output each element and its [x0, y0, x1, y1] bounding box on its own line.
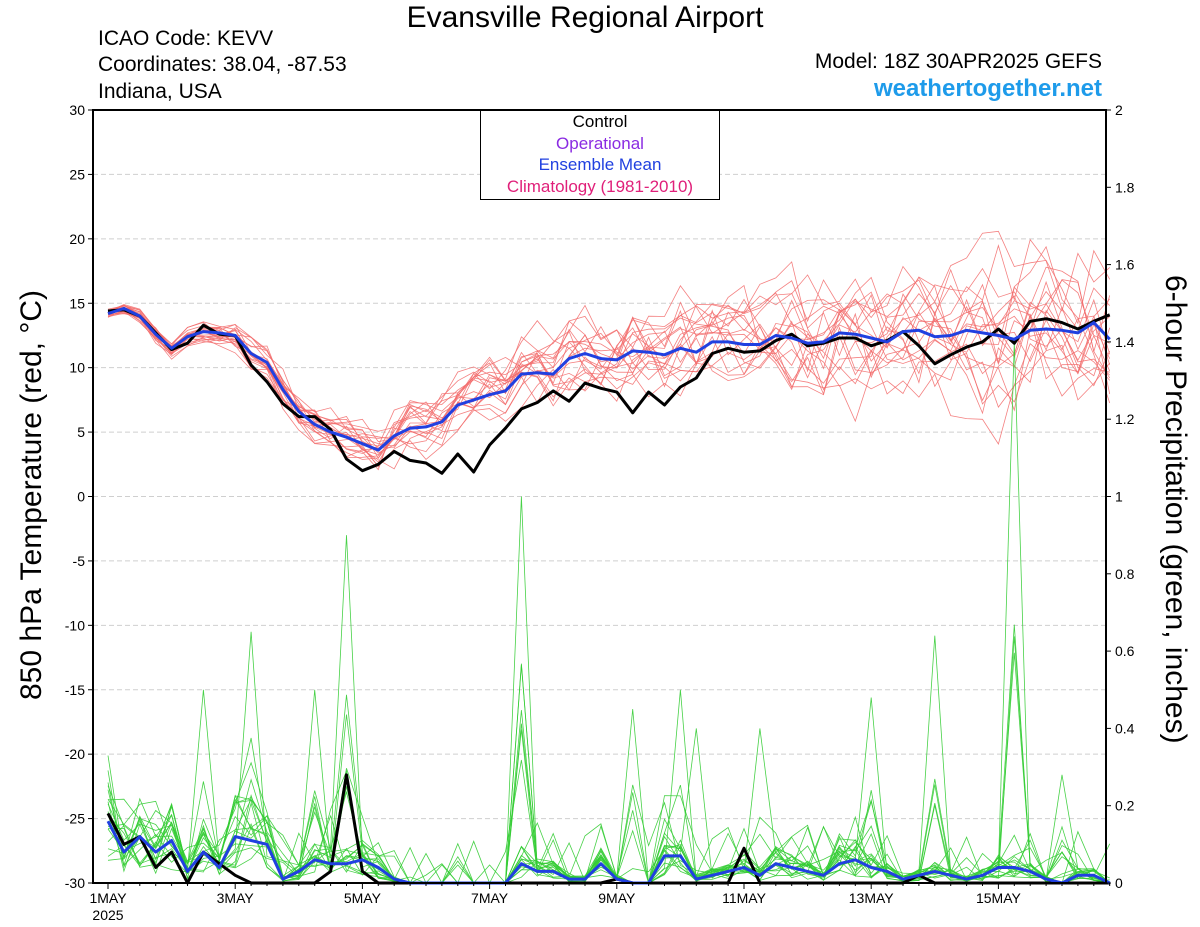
model-run: Model: 18Z 30APR2025 GEFS — [814, 50, 1102, 73]
temp-member-line — [107, 230, 1111, 447]
y-tick-label: 25 — [69, 166, 85, 182]
y-tick-label: 20 — [69, 231, 85, 247]
y-tick-label: 15 — [69, 295, 85, 311]
y2-tick-label: 1 — [1115, 489, 1123, 505]
y2-tick-label: 0.6 — [1115, 643, 1135, 659]
temp-member-line — [107, 309, 1111, 447]
y2-tick-label: 0.2 — [1115, 798, 1135, 814]
x-year-label: 2025 — [92, 907, 123, 923]
x-tick-label: 9MAY — [598, 890, 636, 906]
y2-tick-label: 0.8 — [1115, 566, 1135, 582]
x-tick-label: 3MAY — [217, 890, 255, 906]
legend-control: Control — [572, 112, 628, 131]
mean-precip-line — [106, 820, 1111, 885]
y-tick-label: 5 — [77, 424, 85, 440]
y-tick-label: -10 — [65, 617, 85, 633]
mean-temp-line — [107, 306, 1111, 452]
temp-member-line — [107, 298, 1111, 458]
temp-member-line — [107, 292, 1111, 468]
precip-member-line — [107, 341, 1110, 884]
precip-member-line — [107, 694, 1110, 884]
y-tick-label: -20 — [65, 746, 85, 762]
precip-member-line — [107, 729, 1110, 884]
y-tick-label: -30 — [65, 875, 85, 891]
y2-tick-label: 1.2 — [1115, 411, 1135, 427]
y-tick-label: 30 — [69, 102, 85, 118]
y2-tick-label: 1.8 — [1115, 179, 1135, 195]
temp-member-line — [107, 252, 1110, 451]
legend-ensemble-mean: Ensemble Mean — [538, 155, 662, 174]
site-link[interactable]: weathertogether.net — [873, 75, 1102, 102]
x-tick-label: 13MAY — [849, 890, 895, 906]
precip-member-line — [107, 755, 1110, 884]
y2-tick-label: 0.4 — [1115, 720, 1135, 736]
icao-code: ICAO Code: KEVV — [98, 27, 274, 50]
y2-tick-label: 1.6 — [1115, 257, 1135, 273]
y2-tick-label: 0 — [1115, 875, 1123, 891]
y-tick-label: -15 — [65, 682, 85, 698]
temp-member-line — [107, 245, 1111, 463]
temp-member-line — [107, 283, 1111, 460]
precip-member-line — [107, 636, 1110, 884]
location: Indiana, USA — [98, 80, 222, 103]
legend: Control Operational Ensemble Mean Climat… — [480, 110, 720, 200]
precip-member-line — [107, 689, 1110, 885]
x-tick-label: 5MAY — [344, 890, 382, 906]
x-tick-label: 15MAY — [976, 890, 1022, 906]
y-tick-label: -5 — [73, 553, 86, 569]
temp-member-line — [107, 298, 1110, 460]
y-tick-label: -25 — [65, 811, 85, 827]
control-temp-line — [107, 308, 1111, 475]
y2-tick-label: 1.4 — [1115, 334, 1135, 350]
y2-tick-label: 2 — [1115, 102, 1123, 118]
legend-operational: Operational — [556, 133, 644, 153]
axis-ticks: 302520151050-5-10-15-20-25-3021.81.61.41… — [65, 102, 1135, 923]
x-tick-label: 11MAY — [722, 890, 766, 906]
x-tick-label: 1MAY — [89, 890, 127, 906]
chart-title: Evansville Regional Airport — [406, 1, 764, 34]
y-tick-label: 10 — [69, 360, 85, 376]
grid-lines — [93, 173, 1106, 820]
coordinates: Coordinates: 38.04, -87.53 — [98, 53, 347, 76]
temp-member-line — [107, 279, 1111, 451]
legend-climatology: Climatology (1981-2010) — [506, 176, 694, 196]
x-tick-label: 7MAY — [471, 890, 509, 906]
highlight-series — [106, 306, 1111, 885]
y-tick-label: 0 — [77, 489, 85, 505]
ensemble-members — [107, 230, 1111, 885]
